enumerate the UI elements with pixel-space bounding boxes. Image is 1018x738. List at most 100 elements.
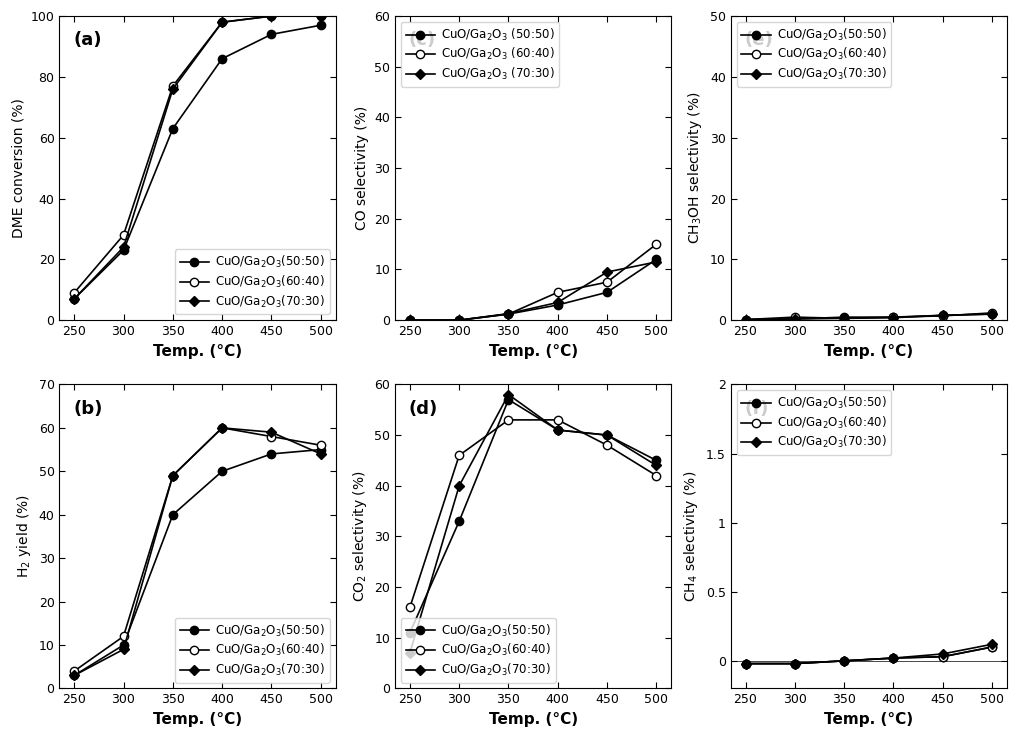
- CuO/Ga$_2$O$_3$(50:50): [838, 313, 850, 322]
- CuO/Ga$_2$O$_3$(60:40): [68, 666, 80, 675]
- CuO/Ga$_2$O$_3$(50:50): [117, 641, 129, 649]
- Text: (c): (c): [409, 31, 436, 49]
- CuO/Ga$_2$O$_3$(50:50): [266, 30, 278, 39]
- X-axis label: Temp. (°C): Temp. (°C): [153, 344, 242, 359]
- CuO/Ga$_2$O$_3$(50:50): [315, 445, 327, 454]
- CuO/Ga$_2$O$_3$(50:50): [601, 431, 613, 440]
- CuO/Ga$_2$O$_3$ (50:50): [651, 255, 663, 263]
- CuO/Ga$_2$O$_3$(70:30): [266, 12, 278, 21]
- CuO/Ga$_2$O$_3$ (70:30): [502, 309, 514, 318]
- CuO/Ga$_2$O$_3$(70:30): [315, 449, 327, 458]
- CuO/Ga$_2$O$_3$(60:40): [315, 441, 327, 449]
- Legend: CuO/Ga$_2$O$_3$(50:50), CuO/Ga$_2$O$_3$(60:40), CuO/Ga$_2$O$_3$(70:30): CuO/Ga$_2$O$_3$(50:50), CuO/Ga$_2$O$_3$(…: [175, 249, 330, 314]
- Text: (e): (e): [744, 31, 774, 49]
- CuO/Ga$_2$O$_3$(70:30): [167, 471, 179, 480]
- CuO/Ga$_2$O$_3$(50:50): [552, 426, 564, 435]
- Line: CuO/Ga$_2$O$_3$(70:30): CuO/Ga$_2$O$_3$(70:30): [406, 391, 660, 657]
- CuO/Ga$_2$O$_3$(60:40): [838, 314, 850, 323]
- CuO/Ga$_2$O$_3$(60:40): [937, 311, 949, 320]
- CuO/Ga$_2$O$_3$(50:50): [68, 671, 80, 680]
- CuO/Ga$_2$O$_3$(60:40): [266, 12, 278, 21]
- Legend: CuO/Ga$_2$O$_3$(50:50), CuO/Ga$_2$O$_3$(60:40), CuO/Ga$_2$O$_3$(70:30): CuO/Ga$_2$O$_3$(50:50), CuO/Ga$_2$O$_3$(…: [737, 390, 892, 455]
- CuO/Ga$_2$O$_3$(60:40): [216, 424, 228, 432]
- Line: CuO/Ga$_2$O$_3$(50:50): CuO/Ga$_2$O$_3$(50:50): [406, 396, 661, 637]
- Line: CuO/Ga$_2$O$_3$(70:30): CuO/Ga$_2$O$_3$(70:30): [742, 311, 996, 323]
- CuO/Ga$_2$O$_3$ (50:50): [601, 288, 613, 297]
- CuO/Ga$_2$O$_3$(50:50): [167, 124, 179, 133]
- CuO/Ga$_2$O$_3$(50:50): [739, 315, 751, 324]
- CuO/Ga$_2$O$_3$(70:30): [266, 428, 278, 437]
- CuO/Ga$_2$O$_3$(60:40): [167, 82, 179, 91]
- CuO/Ga$_2$O$_3$(60:40): [739, 315, 751, 324]
- CuO/Ga$_2$O$_3$(70:30): [552, 426, 564, 435]
- CuO/Ga$_2$O$_3$ (70:30): [552, 298, 564, 307]
- Line: CuO/Ga$_2$O$_3$(60:40): CuO/Ga$_2$O$_3$(60:40): [406, 415, 661, 612]
- Y-axis label: CO selectivity (%): CO selectivity (%): [354, 106, 369, 230]
- CuO/Ga$_2$O$_3$(50:50): [888, 654, 900, 663]
- CuO/Ga$_2$O$_3$(50:50): [315, 21, 327, 30]
- CuO/Ga$_2$O$_3$(60:40): [739, 659, 751, 668]
- CuO/Ga$_2$O$_3$(60:40): [888, 313, 900, 322]
- CuO/Ga$_2$O$_3$(50:50): [888, 313, 900, 322]
- CuO/Ga$_2$O$_3$(60:40): [789, 659, 801, 668]
- CuO/Ga$_2$O$_3$(50:50): [68, 294, 80, 303]
- Line: CuO/Ga$_2$O$_3$(50:50): CuO/Ga$_2$O$_3$(50:50): [741, 643, 997, 668]
- CuO/Ga$_2$O$_3$(50:50): [789, 659, 801, 668]
- CuO/Ga$_2$O$_3$(70:30): [404, 649, 416, 658]
- CuO/Ga$_2$O$_3$(60:40): [453, 451, 465, 460]
- CuO/Ga$_2$O$_3$(70:30): [117, 645, 129, 654]
- CuO/Ga$_2$O$_3$ (50:50): [502, 310, 514, 319]
- CuO/Ga$_2$O$_3$(70:30): [986, 640, 999, 649]
- CuO/Ga$_2$O$_3$(50:50): [789, 314, 801, 323]
- CuO/Ga$_2$O$_3$(70:30): [986, 310, 999, 319]
- CuO/Ga$_2$O$_3$(70:30): [68, 671, 80, 680]
- CuO/Ga$_2$O$_3$(70:30): [453, 481, 465, 490]
- CuO/Ga$_2$O$_3$(50:50): [651, 456, 663, 465]
- CuO/Ga$_2$O$_3$(50:50): [266, 449, 278, 458]
- CuO/Ga$_2$O$_3$(70:30): [937, 311, 949, 320]
- Y-axis label: H$_2$ yield (%): H$_2$ yield (%): [15, 494, 33, 579]
- Text: (a): (a): [73, 31, 102, 49]
- Line: CuO/Ga$_2$O$_3$(70:30): CuO/Ga$_2$O$_3$(70:30): [70, 424, 324, 679]
- CuO/Ga$_2$O$_3$ (50:50): [404, 316, 416, 325]
- CuO/Ga$_2$O$_3$(70:30): [739, 315, 751, 324]
- CuO/Ga$_2$O$_3$(60:40): [216, 18, 228, 27]
- Line: CuO/Ga$_2$O$_3$(60:40): CuO/Ga$_2$O$_3$(60:40): [741, 643, 997, 668]
- CuO/Ga$_2$O$_3$(60:40): [117, 230, 129, 239]
- CuO/Ga$_2$O$_3$(70:30): [315, 12, 327, 21]
- Y-axis label: DME conversion (%): DME conversion (%): [11, 98, 25, 238]
- CuO/Ga$_2$O$_3$(60:40): [404, 603, 416, 612]
- CuO/Ga$_2$O$_3$(50:50): [502, 395, 514, 404]
- CuO/Ga$_2$O$_3$(60:40): [68, 289, 80, 297]
- CuO/Ga$_2$O$_3$ (60:40): [502, 310, 514, 319]
- CuO/Ga$_2$O$_3$(60:40): [552, 415, 564, 424]
- CuO/Ga$_2$O$_3$(70:30): [502, 390, 514, 399]
- CuO/Ga$_2$O$_3$(60:40): [601, 441, 613, 449]
- CuO/Ga$_2$O$_3$(60:40): [789, 313, 801, 322]
- CuO/Ga$_2$O$_3$(60:40): [888, 654, 900, 663]
- Line: CuO/Ga$_2$O$_3$(70:30): CuO/Ga$_2$O$_3$(70:30): [70, 13, 324, 303]
- CuO/Ga$_2$O$_3$(50:50): [986, 310, 999, 319]
- CuO/Ga$_2$O$_3$(70:30): [68, 294, 80, 303]
- Text: (b): (b): [73, 399, 103, 418]
- CuO/Ga$_2$O$_3$ (70:30): [651, 258, 663, 266]
- CuO/Ga$_2$O$_3$(50:50): [404, 628, 416, 637]
- CuO/Ga$_2$O$_3$(50:50): [117, 246, 129, 255]
- Legend: CuO/Ga$_2$O$_3$(50:50), CuO/Ga$_2$O$_3$(60:40), CuO/Ga$_2$O$_3$(70:30): CuO/Ga$_2$O$_3$(50:50), CuO/Ga$_2$O$_3$(…: [737, 22, 892, 87]
- CuO/Ga$_2$O$_3$(50:50): [167, 510, 179, 519]
- CuO/Ga$_2$O$_3$(70:30): [888, 654, 900, 663]
- Text: (f): (f): [744, 399, 769, 418]
- CuO/Ga$_2$O$_3$(70:30): [838, 314, 850, 323]
- CuO/Ga$_2$O$_3$(70:30): [789, 314, 801, 323]
- CuO/Ga$_2$O$_3$ (50:50): [453, 316, 465, 325]
- Text: (d): (d): [409, 399, 438, 418]
- CuO/Ga$_2$O$_3$(50:50): [937, 652, 949, 661]
- CuO/Ga$_2$O$_3$(50:50): [453, 517, 465, 525]
- CuO/Ga$_2$O$_3$(60:40): [838, 656, 850, 665]
- CuO/Ga$_2$O$_3$(60:40): [937, 652, 949, 661]
- CuO/Ga$_2$O$_3$(70:30): [117, 243, 129, 252]
- X-axis label: Temp. (°C): Temp. (°C): [825, 712, 913, 727]
- X-axis label: Temp. (°C): Temp. (°C): [489, 344, 577, 359]
- CuO/Ga$_2$O$_3$ (70:30): [404, 316, 416, 325]
- Line: CuO/Ga$_2$O$_3$(50:50): CuO/Ga$_2$O$_3$(50:50): [741, 310, 997, 324]
